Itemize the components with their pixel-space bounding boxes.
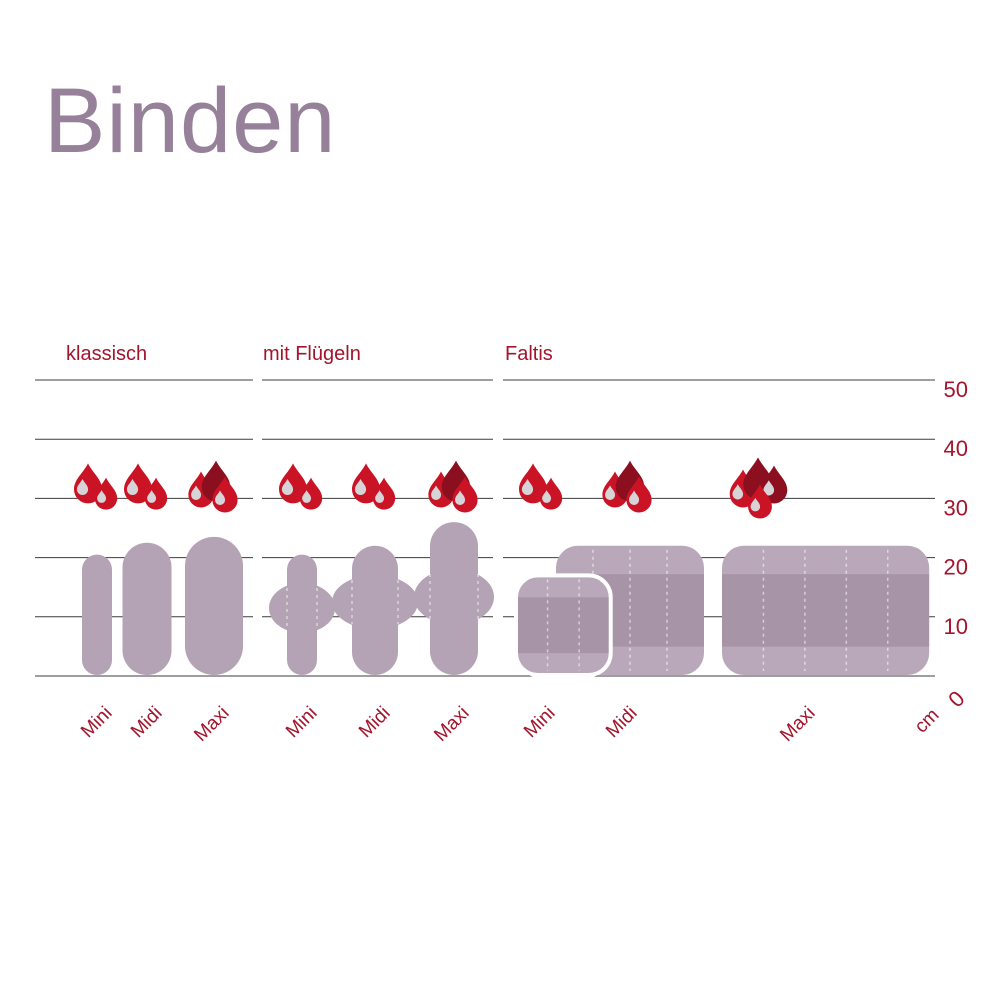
- y-tick-label: 20: [944, 555, 968, 580]
- x-label-wings-maxi: Maxi: [430, 703, 473, 746]
- drop-highlight-shape: [302, 490, 312, 503]
- x-label-classic-mini: Mini: [77, 703, 116, 742]
- y-tick-label: 10: [944, 614, 968, 639]
- drop-highlight-shape: [431, 485, 442, 500]
- drop-icon: [124, 463, 152, 504]
- drop-highlight-shape: [750, 497, 761, 512]
- drop-cluster-wings-mini-2-drops: [279, 463, 323, 510]
- drop-icon: [74, 463, 102, 504]
- drop-icon: [729, 469, 757, 508]
- y-tick-label: 30: [944, 495, 968, 520]
- pad-wings-maxi: [414, 522, 494, 675]
- x-label-folded-mini: Mini: [520, 703, 559, 742]
- drop-cluster-classic-midi-2-drops: [124, 463, 168, 510]
- drop-cluster-folded-midi-3-drops: [602, 460, 652, 513]
- pad-classic-mini: [82, 554, 112, 675]
- drop-icon: [748, 484, 772, 519]
- group-header-classic: klassisch: [66, 343, 147, 365]
- drop-highlight-shape: [629, 490, 640, 505]
- x-label-classic-maxi: Maxi: [190, 703, 233, 746]
- drop-icon: [428, 471, 454, 508]
- drop-highlight-shape: [76, 479, 89, 495]
- x-label-wings-midi: Midi: [355, 703, 394, 742]
- x-label-folded-maxi: Maxi: [776, 703, 819, 746]
- group-header-folded: Faltis: [505, 343, 553, 365]
- drop-icon: [188, 471, 214, 508]
- y-tick-label: 40: [944, 436, 968, 461]
- drop-icon: [626, 476, 652, 513]
- pad-wings-mini: [269, 554, 335, 675]
- group-headers: klassisch mit Flügeln Faltis: [66, 343, 553, 365]
- pad-dark-band: [722, 574, 930, 647]
- drop-highlight-shape: [455, 490, 466, 505]
- drop-highlight-shape: [281, 479, 294, 495]
- drop-highlight-shape: [763, 480, 775, 496]
- x-label-folded-midi: Midi: [602, 703, 641, 742]
- x-label-wings-mini: Mini: [282, 703, 321, 742]
- y-tick-label-zero: 0: [943, 686, 969, 712]
- drop-icon: [602, 471, 628, 508]
- group-header-wings: mit Flügeln: [263, 343, 361, 365]
- drop-icon: [519, 463, 547, 504]
- pad-folded-maxi: [722, 545, 930, 675]
- drop-highlight-shape: [147, 490, 157, 503]
- drop-icon: [352, 463, 380, 504]
- y-tick-label: 50: [944, 377, 968, 402]
- drop-icon: [539, 477, 563, 510]
- drop-icon: [372, 477, 396, 510]
- drop-icon: [760, 465, 788, 504]
- y-axis-labels: 10 20 30 40 50 0cm: [911, 377, 970, 737]
- x-label-classic-midi: Midi: [127, 703, 166, 742]
- drop-highlight-shape: [126, 479, 139, 495]
- pad-shapes: [82, 522, 930, 677]
- drop-highlight-shape: [375, 490, 385, 503]
- drop-cluster-folded-maxi-4-drops: [729, 457, 788, 519]
- drop-highlight-shape: [97, 490, 107, 503]
- drop-highlight-shape: [732, 484, 744, 500]
- drop-icon: [299, 477, 323, 510]
- drop-cluster-classic-maxi-3-drops: [188, 460, 238, 513]
- pad-body: [430, 522, 478, 675]
- pad-wings-midi: [332, 545, 418, 675]
- drop-highlight-shape: [191, 485, 202, 500]
- drop-cluster-classic-mini-2-drops: [74, 463, 118, 510]
- drop-icons: [74, 457, 788, 519]
- drop-icon: [212, 476, 238, 513]
- x-axis-labels: Mini Midi Maxi Mini Midi Maxi Mini Midi Maxi: [77, 703, 819, 746]
- pad-outline: [514, 573, 613, 677]
- pad-body: [287, 554, 317, 675]
- pad-classic-maxi: [185, 536, 243, 675]
- drop-icon: [94, 477, 118, 510]
- drop-icon: [144, 477, 168, 510]
- page-title: Binden: [44, 70, 336, 172]
- drop-highlight-shape: [354, 479, 367, 495]
- drop-highlight-shape: [521, 479, 534, 495]
- pad-classic-midi: [122, 542, 172, 675]
- pad-body: [352, 545, 398, 675]
- drop-cluster-wings-maxi-3-drops: [428, 460, 478, 513]
- drop-highlight-shape: [605, 485, 616, 500]
- drop-cluster-wings-midi-2-drops: [352, 463, 396, 510]
- pad-dark-band: [516, 597, 611, 654]
- drop-icon: [279, 463, 307, 504]
- drop-highlight-shape: [542, 490, 552, 503]
- drop-cluster-folded-mini-2-drops: [519, 463, 563, 510]
- drop-icon: [452, 476, 478, 513]
- unit-label: cm: [911, 705, 944, 738]
- pad-folded-mini: [514, 573, 613, 677]
- drop-highlight-shape: [215, 490, 226, 505]
